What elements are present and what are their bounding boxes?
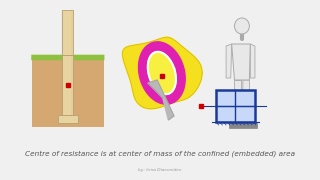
FancyBboxPatch shape — [62, 55, 73, 115]
Text: by: Irina Diaconides: by: Irina Diaconides — [138, 168, 182, 172]
Polygon shape — [148, 80, 174, 120]
Polygon shape — [148, 52, 176, 94]
FancyBboxPatch shape — [229, 123, 257, 128]
FancyBboxPatch shape — [216, 90, 255, 122]
Text: Centre of resistance is at center of mass of the confined (embedded) area: Centre of resistance is at center of mas… — [25, 150, 295, 157]
Polygon shape — [123, 37, 202, 109]
FancyBboxPatch shape — [31, 55, 104, 60]
Polygon shape — [250, 44, 255, 78]
Polygon shape — [243, 80, 250, 123]
FancyBboxPatch shape — [62, 10, 73, 55]
Polygon shape — [234, 80, 241, 123]
Polygon shape — [226, 44, 232, 78]
Circle shape — [235, 18, 249, 34]
Polygon shape — [232, 44, 250, 80]
FancyBboxPatch shape — [32, 55, 104, 127]
FancyBboxPatch shape — [58, 115, 78, 123]
Polygon shape — [139, 42, 185, 104]
